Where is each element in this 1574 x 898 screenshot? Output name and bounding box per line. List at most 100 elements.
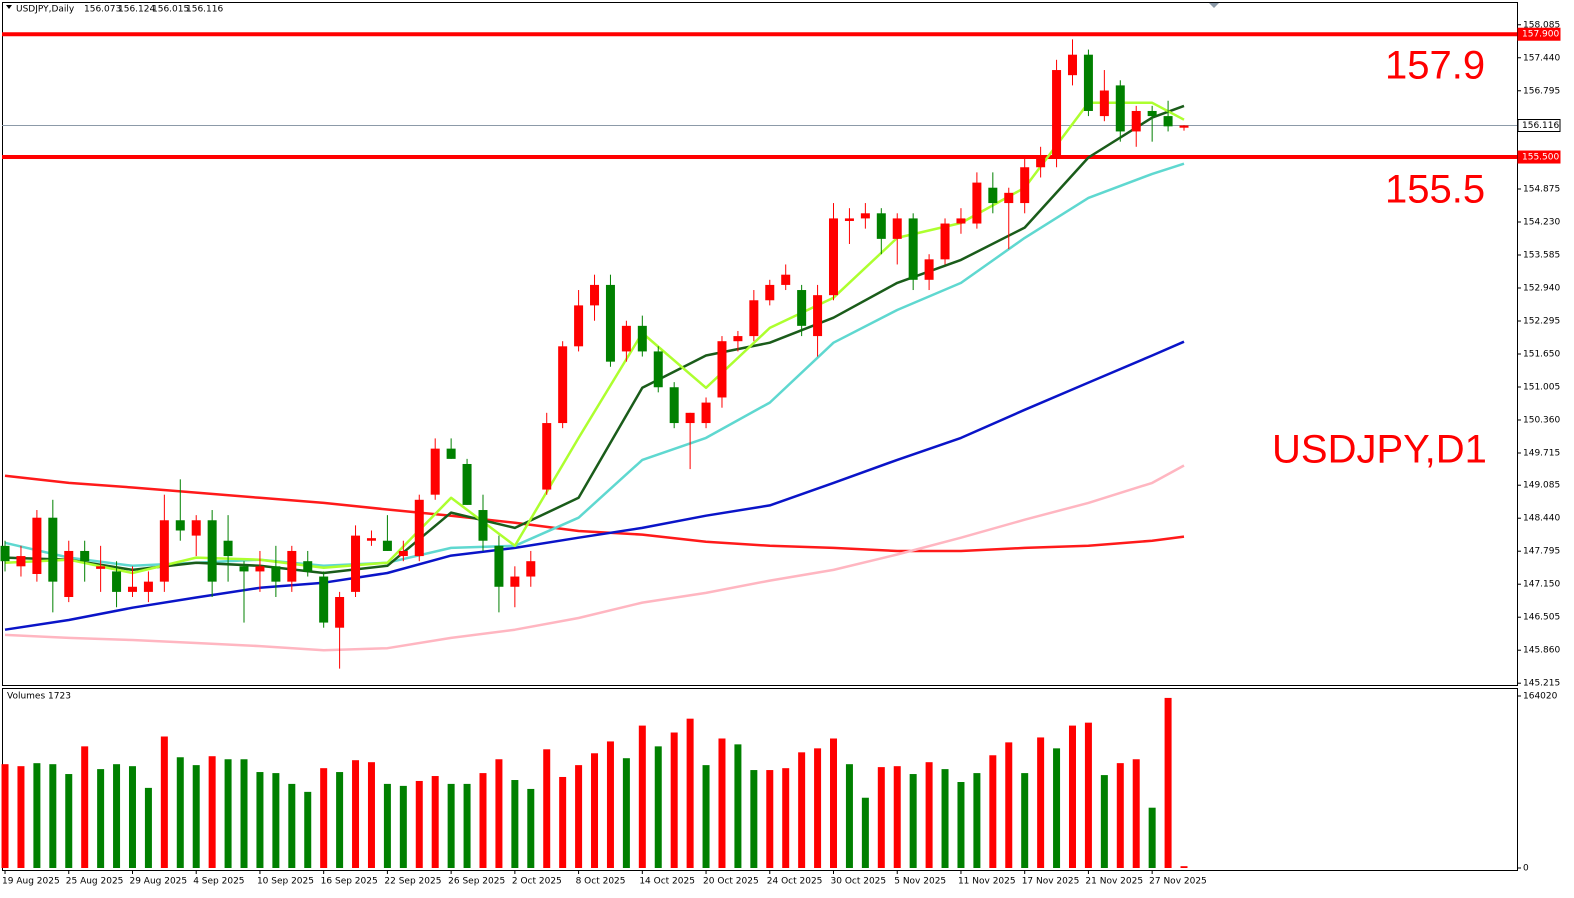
x-tick-label: 5 Nov 2025	[894, 877, 946, 887]
candle-body	[542, 423, 552, 490]
volume-bar	[240, 759, 248, 868]
candle-body	[16, 556, 26, 567]
candle-body	[1131, 110, 1141, 132]
candle-body	[781, 274, 791, 285]
volume-bar	[591, 753, 599, 868]
y-tick-label: 149.085	[1523, 481, 1560, 491]
candle-body	[574, 305, 584, 347]
candle-body	[32, 517, 42, 574]
volume-bar	[97, 769, 105, 868]
candle-body	[1163, 116, 1173, 127]
y-tick-label: 156.795	[1523, 86, 1560, 96]
y-tick-label: 146.505	[1523, 613, 1560, 623]
volume-bar	[941, 769, 949, 868]
volume-tick-label: 164020	[1523, 692, 1558, 702]
volume-bar	[973, 773, 981, 868]
price-label: 156.116	[1522, 121, 1559, 131]
volume-bar	[1005, 742, 1013, 868]
x-tick-label: 17 Nov 2025	[1022, 877, 1080, 887]
x-tick-label: 2 Oct 2025	[512, 877, 562, 887]
volume-bar	[1053, 748, 1061, 868]
volume-bar	[877, 767, 885, 868]
volume-bar	[367, 762, 375, 868]
shift-marker	[1209, 3, 1219, 8]
y-tick-label: 157.440	[1523, 53, 1560, 63]
annotation: 155.5	[1385, 168, 1485, 212]
volume-bar	[415, 780, 423, 868]
candle-body	[223, 540, 233, 557]
volume-bar	[208, 756, 216, 868]
x-tick-label: 20 Oct 2025	[703, 877, 759, 887]
candle-body	[446, 448, 456, 459]
volume-bar	[176, 757, 184, 868]
volume-bar	[495, 759, 503, 868]
volume-bar	[256, 772, 264, 868]
candle-body	[414, 499, 424, 557]
x-tick-label: 30 Oct 2025	[831, 877, 887, 887]
candle-body	[0, 545, 10, 562]
volume-bar	[766, 770, 774, 868]
x-tick-label: 8 Oct 2025	[576, 877, 626, 887]
x-tick-label: 16 Sep 2025	[321, 877, 378, 887]
candle-body	[1099, 90, 1109, 117]
volume-bar	[559, 776, 567, 868]
candle-body	[335, 597, 345, 628]
volume-bar	[144, 787, 152, 868]
volume-bar	[622, 758, 630, 868]
candle-body	[590, 284, 600, 306]
volume-bar	[718, 738, 726, 868]
volume-bar	[861, 797, 869, 868]
candle-body	[829, 218, 839, 296]
volume-bar	[893, 766, 901, 868]
candle-body	[96, 566, 106, 569]
candle-body	[351, 535, 361, 592]
candle-body	[892, 218, 902, 239]
volume-bar	[33, 763, 41, 868]
candle-body	[1083, 54, 1093, 111]
candle-body	[717, 341, 727, 398]
candle-body	[526, 561, 536, 577]
y-tick-label: 151.005	[1523, 382, 1560, 392]
volume-bar	[1037, 737, 1045, 868]
volume-bar	[989, 755, 997, 868]
price-label: 155.500	[1522, 153, 1559, 163]
x-tick-label: 29 Aug 2025	[129, 877, 187, 887]
candle-body	[1052, 70, 1062, 158]
volume-bar	[750, 770, 758, 868]
volume-bar	[1132, 759, 1140, 868]
x-tick-label: 11 Nov 2025	[958, 877, 1016, 887]
price-label: 157.900	[1522, 30, 1559, 40]
volume-tick-label: 0	[1523, 864, 1529, 874]
volume-bar	[65, 774, 73, 868]
y-tick-label: 153.585	[1523, 250, 1560, 260]
x-tick-label: 26 Sep 2025	[448, 877, 505, 887]
price-label-box	[1517, 27, 1561, 41]
volume-bar	[1116, 763, 1124, 868]
ohlc-value: 156.015	[152, 5, 189, 15]
candle-body	[382, 540, 392, 551]
candle-body	[653, 351, 663, 388]
volume-bar	[1180, 866, 1188, 868]
volume-bar	[606, 741, 614, 868]
volume-bar	[17, 766, 25, 868]
y-tick-label: 152.295	[1523, 316, 1560, 326]
moving-average	[4, 464, 1185, 652]
price-label-box	[1517, 150, 1561, 164]
candle-body	[972, 182, 982, 224]
candle-body	[924, 259, 934, 280]
annotation: USDJPY,D1	[1272, 428, 1487, 472]
volume-bar	[447, 783, 455, 868]
candle-body	[669, 387, 679, 424]
candle-body	[701, 402, 711, 424]
volume-bar	[925, 762, 933, 868]
x-tick-label: 25 Aug 2025	[66, 877, 124, 887]
x-tick-label: 10 Sep 2025	[257, 877, 314, 887]
volume-bar	[1021, 773, 1029, 868]
candle-body	[1147, 110, 1157, 117]
candle-body	[207, 520, 217, 582]
candle-body	[637, 325, 647, 352]
volume-bar	[845, 764, 853, 868]
candle-body	[398, 550, 408, 557]
volume-bar	[638, 725, 646, 868]
